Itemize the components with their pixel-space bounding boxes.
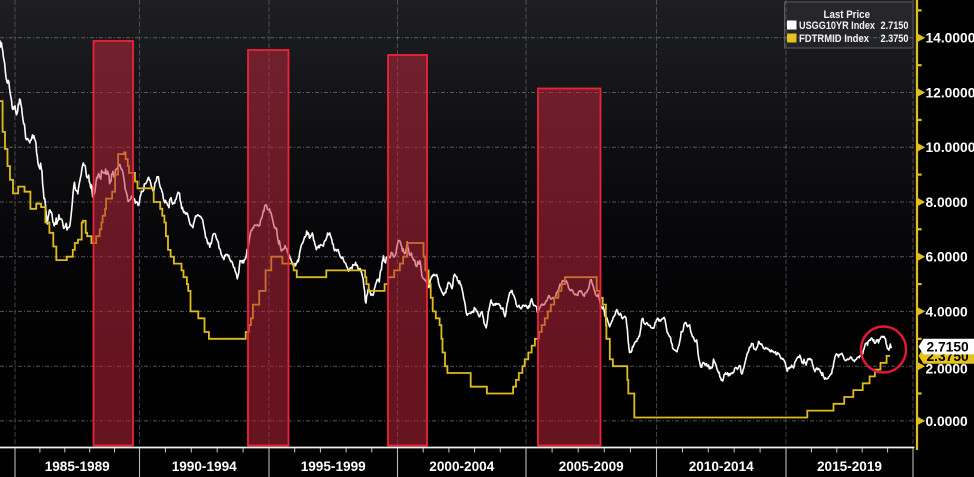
svg-text:1995-1999: 1995-1999 <box>301 459 366 474</box>
svg-text:2.0000: 2.0000 <box>926 362 969 377</box>
svg-text:2015-2019: 2015-2019 <box>817 459 882 474</box>
svg-text:6.0000: 6.0000 <box>926 250 969 265</box>
svg-text:12.0000: 12.0000 <box>926 85 974 100</box>
svg-text:2010-2014: 2010-2014 <box>689 459 754 474</box>
svg-text:2000-2004: 2000-2004 <box>429 459 494 474</box>
svg-text:0.0000: 0.0000 <box>926 414 969 429</box>
svg-text:1990-1994: 1990-1994 <box>172 459 237 474</box>
svg-text:2005-2009: 2005-2009 <box>559 459 624 474</box>
svg-text:1985-1989: 1985-1989 <box>45 459 110 474</box>
svg-text:10.0000: 10.0000 <box>926 140 974 155</box>
svg-text:USGG10YR Index: USGG10YR Index <box>799 20 876 32</box>
svg-text:4.0000: 4.0000 <box>926 304 969 319</box>
svg-text:FDTRMID Index: FDTRMID Index <box>799 33 870 45</box>
svg-text:2.7150: 2.7150 <box>927 340 970 355</box>
svg-text:14.0000: 14.0000 <box>926 31 974 46</box>
svg-text:8.0000: 8.0000 <box>926 195 969 210</box>
svg-text:2.3750: 2.3750 <box>881 33 909 45</box>
svg-text:Last Price: Last Price <box>824 9 871 21</box>
svg-text:2.7150: 2.7150 <box>881 20 909 32</box>
